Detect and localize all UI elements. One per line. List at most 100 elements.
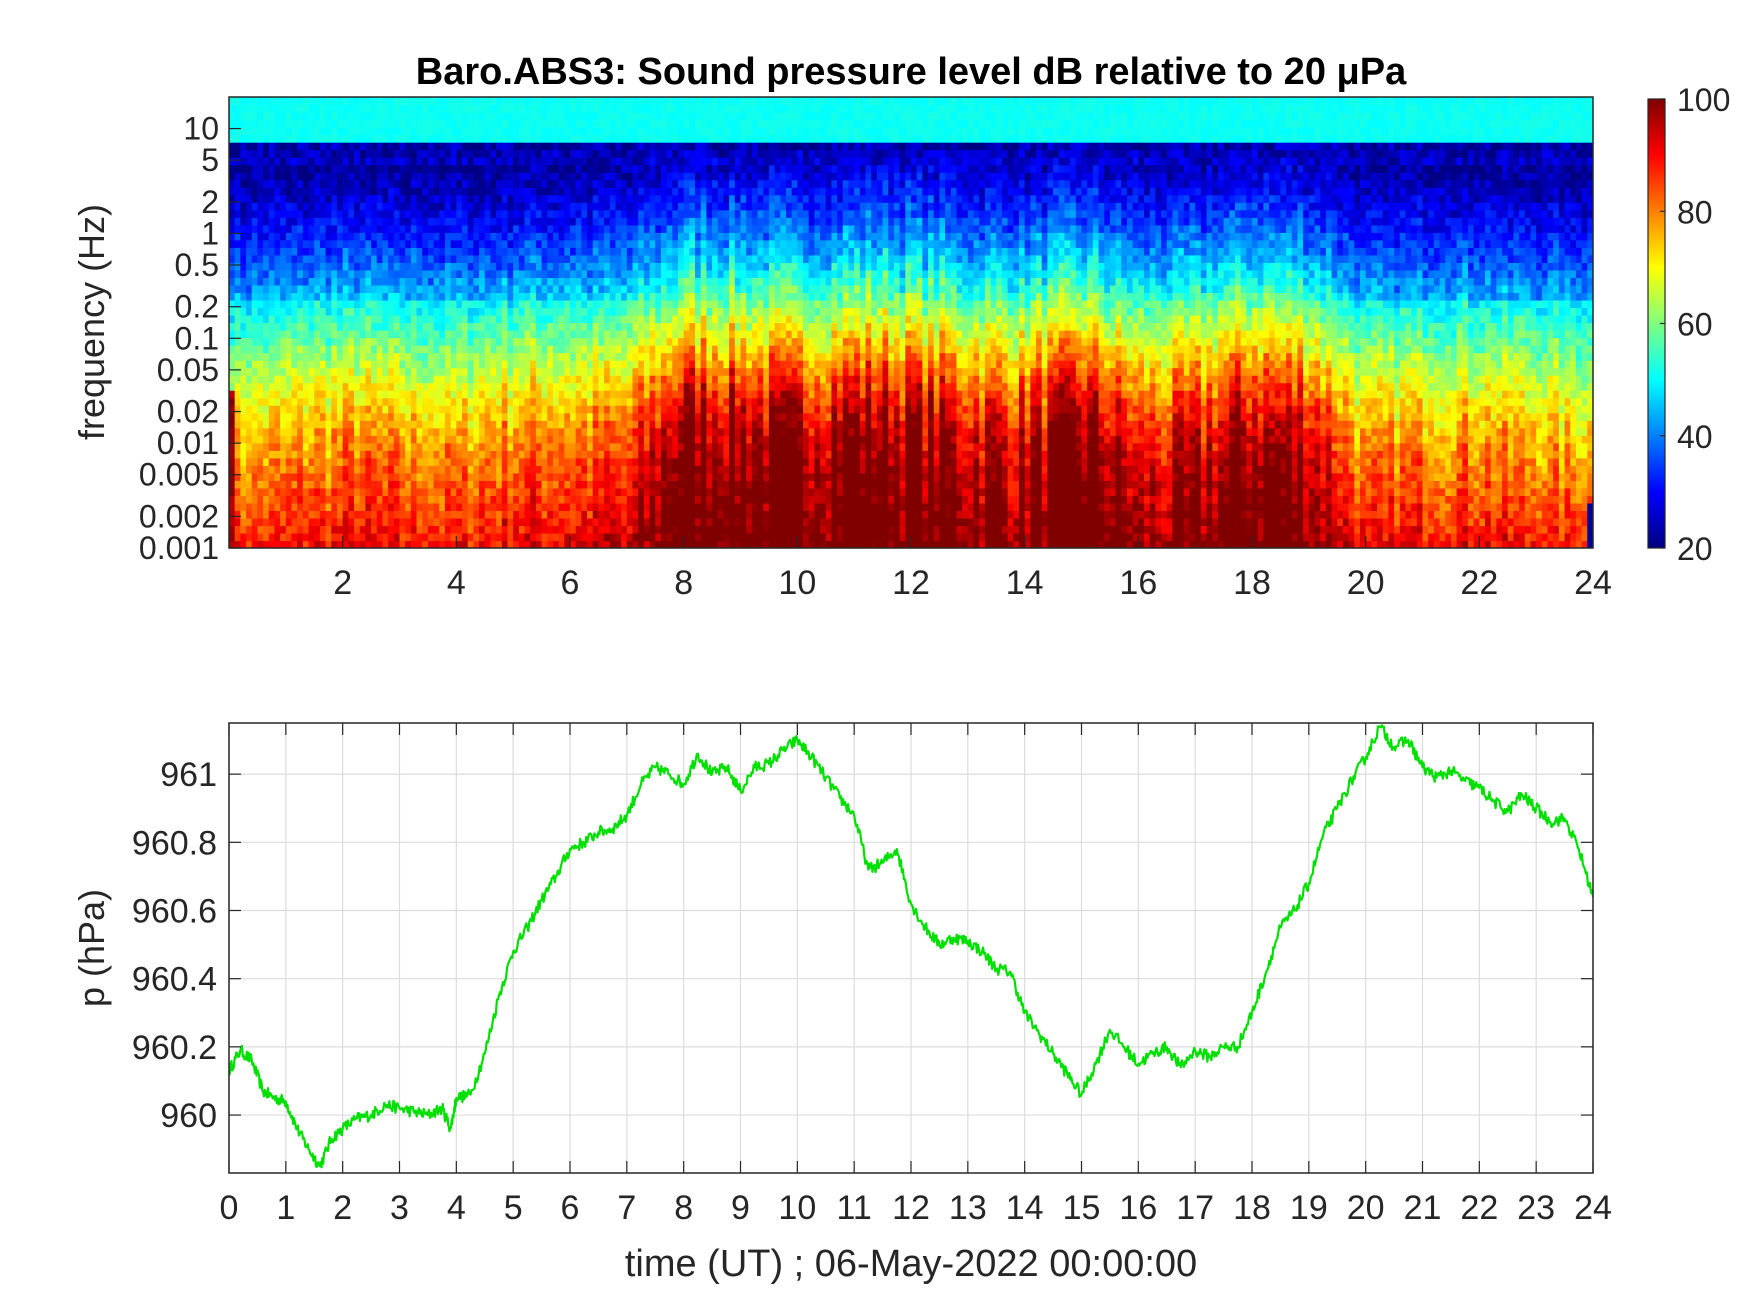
spectrogram-cell (587, 337, 594, 346)
spectrogram-cell (410, 412, 418, 421)
spectrogram-cell (666, 254, 673, 263)
spectrogram-cell (246, 112, 253, 121)
spectrogram-cell (251, 367, 259, 376)
spectrogram-cell (439, 502, 446, 512)
spectrogram-cell (410, 217, 418, 226)
spectrogram-cell (609, 247, 617, 256)
spectrogram-cell (388, 397, 395, 406)
spectrogram-cell (229, 382, 236, 391)
spectrogram-cell (422, 119, 429, 128)
spectrogram-cell (376, 472, 384, 481)
spectrogram-cell (274, 112, 281, 121)
spectrogram-cell (479, 142, 486, 151)
spectrogram-cell (229, 435, 236, 444)
spectrogram-cell (314, 292, 321, 301)
spectrogram-cell (251, 134, 259, 143)
spectrogram-cell (689, 299, 696, 309)
spectrogram-cell (530, 375, 537, 384)
spectrogram-cell (564, 292, 571, 301)
spectrogram-cell (319, 390, 327, 399)
spectrogram-cell (507, 134, 514, 143)
spectrogram-cell (683, 104, 690, 113)
spectrogram-cell (462, 472, 469, 481)
spectrogram-cell (405, 224, 412, 233)
spectrogram-cell (518, 284, 526, 294)
spectrogram-cell (621, 480, 628, 489)
spectrogram-cell (604, 202, 611, 211)
spectrogram-cell (285, 525, 293, 534)
spectrogram-cell (291, 164, 298, 173)
spectrogram-cell (257, 345, 264, 354)
spectrogram-cell (456, 119, 463, 128)
spectrogram-cell (382, 352, 389, 361)
spectrogram-cell (695, 330, 702, 339)
spectrogram-cell (336, 97, 344, 106)
spectrogram-cell (336, 209, 344, 218)
spectrogram-cell (643, 239, 651, 248)
spectrogram-cell (365, 382, 372, 391)
spectrogram-cell (604, 299, 611, 309)
spectrogram-cell (263, 532, 270, 542)
spectrogram-cell (314, 442, 321, 451)
spectrogram-cell (308, 104, 315, 113)
spectrogram-cell (365, 142, 372, 151)
spectrogram-cell (592, 375, 600, 384)
spectrogram-cell (234, 330, 241, 339)
spectrogram-cell (615, 480, 622, 489)
spectrogram-cell (246, 510, 253, 519)
spectrogram-cell (683, 157, 690, 166)
spectrogram-cell (405, 450, 412, 459)
spectrogram-cell (535, 397, 543, 406)
spectrogram-cell (513, 420, 520, 429)
spectrogram-cell (234, 457, 241, 466)
spectrogram-cell (518, 127, 526, 136)
spectrogram-cell (444, 442, 452, 451)
spectrogram-cell (524, 390, 531, 399)
spectrogram-cell (331, 375, 338, 384)
spectrogram-cell (263, 502, 270, 512)
spectrogram-cell (354, 382, 361, 391)
spectrogram-cell (581, 382, 588, 391)
spectrogram-cell (393, 284, 401, 294)
spectrogram-cell (621, 104, 628, 113)
spectrogram-cell (229, 465, 236, 474)
spectrogram-cell (342, 187, 349, 196)
spectrogram-cell (666, 314, 673, 324)
spectrogram-cell (484, 97, 492, 106)
spectrogram-cell (626, 480, 634, 489)
spectrogram-cell (342, 164, 349, 173)
spectrogram-cell (365, 307, 372, 316)
spectrogram-cell (331, 269, 338, 278)
spectrogram-cell (427, 435, 435, 444)
spectrogram-cell (683, 149, 690, 158)
spectrogram-cell (660, 269, 668, 278)
spectrogram-cell (632, 314, 639, 324)
spectrogram-cell (319, 202, 327, 211)
spectrogram-cell (501, 232, 509, 241)
spectrogram-cell (450, 134, 457, 143)
spectrogram-cell (547, 465, 554, 474)
spectrogram-cell (564, 517, 571, 527)
spectrogram-cell (507, 254, 514, 263)
spectrogram-cell (677, 337, 685, 346)
spectrogram-cell (371, 247, 378, 256)
spectrogram-cell (439, 247, 446, 256)
spectrogram-cell (314, 502, 321, 512)
spectrogram-cell (615, 217, 622, 226)
spectrogram-cell (354, 540, 361, 548)
spectrogram-cell (615, 540, 622, 548)
spectrogram-cell (342, 247, 349, 256)
spectrogram-cell (570, 307, 577, 316)
spectrogram-cell (615, 427, 622, 436)
spectrogram-cell (251, 337, 259, 346)
spectrogram-cell (552, 517, 560, 527)
spectrogram-cell (257, 187, 264, 196)
spectrogram-cell (581, 510, 588, 519)
spectrogram-cell (626, 337, 634, 346)
spectrogram-cell (638, 254, 645, 263)
spectrogram-cell (405, 254, 412, 263)
spectrogram-cell (268, 510, 276, 519)
spectrogram-cell (467, 487, 474, 496)
spectrogram-cell (314, 307, 321, 316)
spectrogram-cell (507, 269, 514, 278)
